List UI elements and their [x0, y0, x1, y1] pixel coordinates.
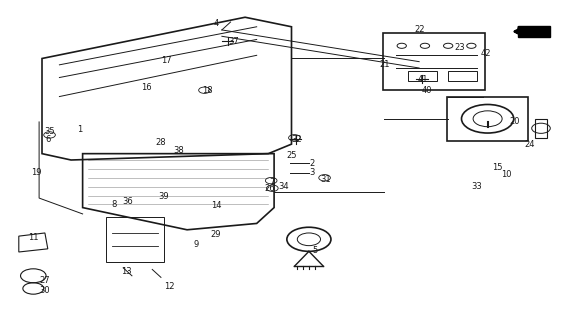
- Text: 36: 36: [122, 197, 134, 206]
- Text: 22: 22: [414, 25, 424, 35]
- Text: 17: 17: [161, 56, 172, 65]
- Text: 12: 12: [164, 282, 175, 292]
- Text: 42: 42: [480, 49, 491, 58]
- Text: 39: 39: [159, 192, 169, 201]
- Text: 4: 4: [213, 19, 219, 28]
- Text: 11: 11: [28, 233, 38, 242]
- Text: 23: 23: [455, 43, 465, 52]
- Text: 9: 9: [193, 240, 198, 249]
- Text: 31: 31: [320, 174, 331, 184]
- Text: 20: 20: [510, 117, 520, 126]
- Text: 27: 27: [40, 276, 50, 285]
- Text: 14: 14: [211, 202, 222, 211]
- Text: 40: 40: [422, 86, 432, 95]
- Text: 6: 6: [45, 135, 51, 144]
- Text: 10: 10: [501, 170, 511, 179]
- Text: 24: 24: [524, 140, 535, 148]
- Text: 8: 8: [112, 200, 117, 209]
- Text: 5: 5: [312, 246, 317, 255]
- Text: 37: 37: [228, 36, 239, 45]
- Text: 33: 33: [472, 182, 483, 191]
- Text: 18: 18: [202, 86, 213, 95]
- Text: 26: 26: [264, 184, 275, 193]
- Text: 3: 3: [309, 168, 314, 177]
- Text: 15: 15: [492, 164, 503, 172]
- Text: 34: 34: [278, 182, 289, 191]
- Text: 28: 28: [156, 138, 166, 147]
- Text: 38: 38: [173, 146, 184, 155]
- Text: 16: 16: [141, 83, 152, 92]
- Text: 21: 21: [379, 60, 389, 69]
- Text: 7: 7: [270, 178, 275, 187]
- Text: 35: 35: [44, 127, 55, 136]
- Polygon shape: [518, 26, 550, 37]
- Text: 41: 41: [417, 75, 428, 84]
- Text: 1: 1: [77, 125, 82, 134]
- Text: 29: 29: [211, 230, 222, 239]
- Text: 2: 2: [309, 159, 314, 168]
- Text: 13: 13: [121, 267, 131, 276]
- Text: FR.: FR.: [516, 26, 537, 36]
- Text: 25: 25: [286, 151, 297, 160]
- Text: 19: 19: [31, 168, 41, 177]
- Text: 32: 32: [291, 135, 301, 144]
- Text: 30: 30: [40, 285, 50, 295]
